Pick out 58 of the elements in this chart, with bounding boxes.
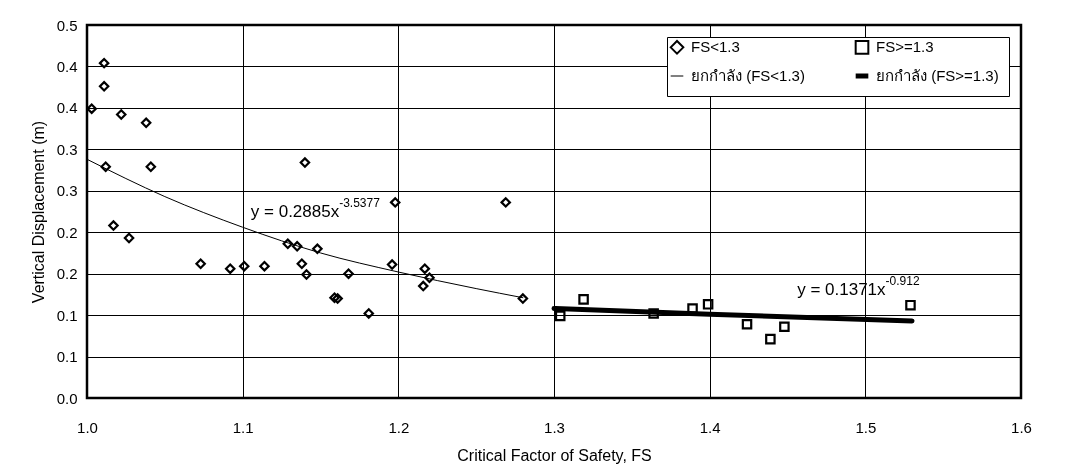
point xyxy=(500,197,512,208)
point xyxy=(291,241,303,252)
point xyxy=(417,280,429,292)
point xyxy=(145,161,157,173)
point xyxy=(312,243,323,255)
point xyxy=(343,268,354,279)
legend-label: ยกกำลัง (FS<1.3) xyxy=(691,67,805,84)
point xyxy=(123,232,135,244)
point xyxy=(282,238,294,250)
x-axis-title: Critical Factor of Safety, FS xyxy=(457,446,652,464)
point xyxy=(578,294,589,305)
point xyxy=(195,258,206,269)
y-axis-title: Vertical Displacement (m) xyxy=(29,120,47,304)
y-tick-label: 0.3 xyxy=(56,140,78,158)
y-tick-label: 0.2 xyxy=(56,223,78,241)
point xyxy=(296,258,308,269)
point xyxy=(779,321,790,332)
y-tick-label: 0.2 xyxy=(56,265,78,283)
point xyxy=(424,272,435,284)
point xyxy=(98,81,110,92)
y-tick-label: 0.1 xyxy=(56,306,78,324)
y-tick-label: 0.4 xyxy=(56,57,78,75)
point xyxy=(299,157,311,168)
x-tick-label: 1.3 xyxy=(544,418,565,436)
point xyxy=(238,260,250,272)
point xyxy=(98,57,110,69)
legend-label: FS>=1.3 xyxy=(876,38,934,56)
point xyxy=(140,117,152,129)
point xyxy=(386,259,398,270)
legend-label: FS<1.3 xyxy=(691,38,740,56)
legend-label: ยกกำลัง (FS>=1.3) xyxy=(876,67,999,84)
point xyxy=(224,263,236,274)
point xyxy=(363,308,375,319)
point xyxy=(905,299,916,311)
point xyxy=(702,299,714,310)
point xyxy=(108,220,119,231)
point xyxy=(765,333,776,345)
point xyxy=(419,263,431,274)
x-tick-label: 1.1 xyxy=(232,418,254,436)
y-tick-label: 0.4 xyxy=(56,99,78,117)
y-tick-label: 0.5 xyxy=(56,16,78,34)
y-tick-label: 0.1 xyxy=(56,348,78,366)
point xyxy=(554,310,566,322)
point xyxy=(100,161,111,173)
point xyxy=(259,260,270,272)
y-tick-label: 0.0 xyxy=(56,389,78,407)
x-tick-label: 1.6 xyxy=(1011,418,1032,436)
point xyxy=(741,318,753,330)
x-tick-label: 1.4 xyxy=(699,418,721,436)
x-tick-label: 1.5 xyxy=(855,418,877,436)
y-tick-label: 0.3 xyxy=(56,182,78,200)
x-tick-label: 1.2 xyxy=(388,418,410,436)
point xyxy=(648,308,659,319)
point xyxy=(389,197,401,208)
point xyxy=(517,293,529,304)
x-tick-label: 1.0 xyxy=(77,418,98,436)
point xyxy=(115,109,127,120)
point xyxy=(301,269,312,280)
